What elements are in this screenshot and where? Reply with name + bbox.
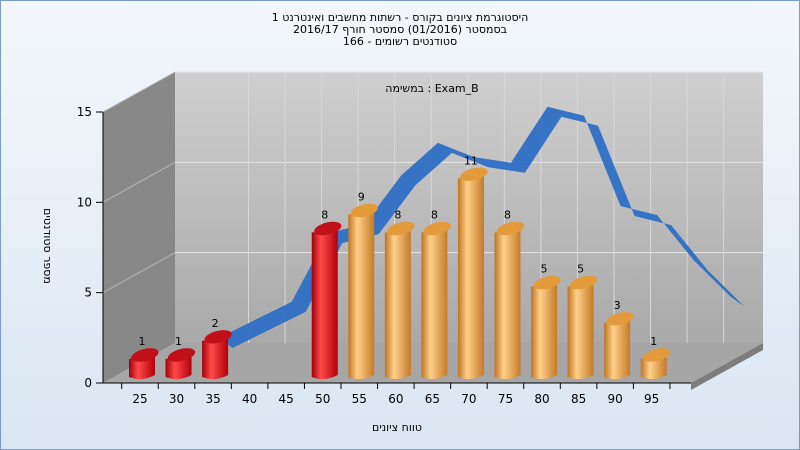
bar: 9 [348,190,378,380]
bar-top [569,275,598,290]
bar-top [533,275,561,290]
x-tick-label: 90 [608,392,623,406]
bar-top [350,203,378,218]
bar: 1 [129,335,159,380]
bar-value-label: 8 [431,208,438,221]
bar: 8 [494,208,525,380]
bar-value-label: 2 [212,317,219,330]
bar-value-label: 8 [394,208,401,221]
bar: 3 [604,299,634,380]
bar-top [387,221,415,236]
x-axis-title: טווח ציונים [372,421,422,434]
bar-body [494,228,521,380]
task-label: במשימה : Exam_B [385,82,478,95]
bar: 5 [567,263,598,380]
bar-top [314,221,342,236]
x-tick-label: 30 [169,392,184,406]
bar-value-label: 1 [650,335,657,348]
bar-body [311,228,338,380]
side-gridline [102,71,176,113]
bar-body [384,228,411,380]
bar: 2 [202,317,232,380]
bar-top [496,221,525,236]
x-tick-label: 55 [352,392,367,406]
bar-body [457,174,484,380]
bar-body [531,282,558,380]
bar-value-label: 5 [577,263,584,276]
bar-top [460,167,488,182]
bar-value-label: 3 [614,299,621,312]
y-tick-label: 0 [84,376,92,390]
bar-top [423,221,452,236]
bar-value-label: 11 [464,154,478,167]
bar-body [421,228,448,380]
floor-front-edge [691,343,763,390]
bar: 8 [421,208,452,380]
x-tick-label: 45 [279,392,294,406]
bar-body [202,336,229,380]
y-tick-label: 10 [77,195,92,209]
bar: 1 [165,335,196,380]
chart-title-line-2: בסמסטר (01/2016) סמסטר חורף 2016/17 [293,23,507,36]
bar-value-label: 9 [358,190,365,203]
x-tick-label: 35 [205,392,220,406]
bar-value-label: 1 [175,335,182,348]
bar-value-label: 8 [321,208,328,221]
x-tick-label: 80 [534,392,549,406]
y-tick-label: 15 [77,105,92,119]
bar-top [204,330,232,344]
y-axis-title: מספר סטודנטים [41,208,54,284]
chart-title-line-3: סטודנטים רשומים - 166 [342,35,458,48]
side-gridline [102,161,176,203]
bar-top [131,348,159,362]
bar: 8 [311,208,342,380]
x-tick-label: 40 [242,392,257,406]
bar: 1 [640,335,671,380]
bar-body [604,318,631,380]
x-tick-label: 65 [425,392,440,406]
chart-title-line-1: היסטוגרמת ציונים בקורס - רשתות מחשבים וא… [271,11,529,24]
side-wall [103,72,175,383]
bar: 11 [457,154,488,380]
bar: 8 [384,208,415,380]
x-tick-label: 60 [388,392,403,406]
x-tick-label: 70 [461,392,476,406]
y-tick-label: 5 [84,286,92,300]
bar: 5 [531,263,561,380]
bar-value-label: 5 [541,263,548,276]
x-tick-label: 75 [498,392,513,406]
x-tick-label: 95 [644,392,659,406]
bar-value-label: 8 [504,208,511,221]
x-tick-label: 50 [315,392,330,406]
bar-value-label: 1 [139,335,146,348]
bar-top [167,348,196,362]
bar-top [643,348,671,362]
curve-ribbon [218,106,745,348]
side-gridline [102,252,176,294]
bar-body [567,282,594,380]
x-tick-label: 25 [132,392,147,406]
x-tick-label: 85 [571,392,586,406]
bar-top [606,312,634,326]
bar-body [348,210,375,380]
